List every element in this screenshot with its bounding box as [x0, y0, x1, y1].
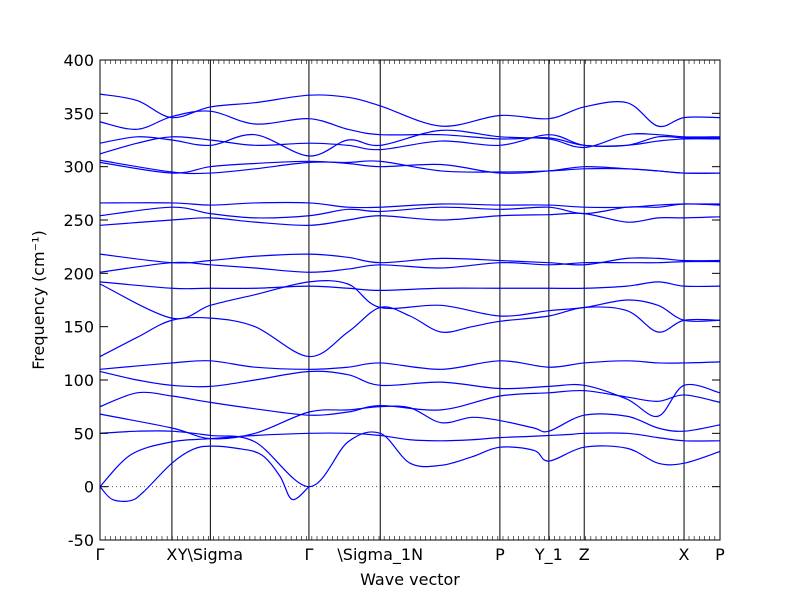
phonon-band-17 — [99, 159, 721, 175]
y-axis-label: Frequency (cm⁻¹) — [29, 230, 48, 369]
phonon-band-16 — [99, 160, 721, 174]
x-tick-label: Y\Sigma — [177, 545, 243, 564]
phonon-band-4 — [99, 405, 721, 440]
phonon-band-18 — [99, 134, 721, 155]
phonon-band-1 — [99, 445, 310, 502]
plot-frame — [99, 59, 721, 541]
x-axis-label: Wave vector — [360, 570, 460, 589]
phonon-band-8 — [99, 306, 721, 358]
x-tick-label: X — [679, 545, 690, 564]
x-tick-label: Y_1 — [534, 545, 563, 565]
x-tick-label: Γ — [96, 545, 105, 564]
phonon-band-11 — [99, 253, 721, 266]
y-tick-label: 400 — [63, 51, 94, 70]
series-layer — [99, 93, 721, 502]
phonon-band-3 — [99, 430, 721, 488]
y-tick-label: 300 — [63, 158, 94, 177]
phonon-band-2 — [99, 432, 721, 488]
phonon-band-5 — [99, 389, 721, 416]
phonon-band-13 — [99, 212, 721, 226]
phonon-band-20 — [99, 110, 721, 147]
phonon-band-6 — [99, 370, 721, 418]
x-tick-label: Γ — [304, 545, 313, 564]
phonon-band-9 — [99, 280, 721, 322]
y-tick-label: 100 — [63, 371, 94, 390]
phonon-band-7 — [99, 360, 721, 370]
phonon-band-21 — [99, 93, 721, 128]
y-tick-label: 50 — [74, 424, 94, 443]
y-tick-label: 0 — [84, 478, 94, 497]
x-tick-label: P — [715, 545, 725, 564]
x-tick-label: Z — [579, 545, 590, 564]
y-tick-label: 200 — [63, 264, 94, 283]
x-tick-label: P — [495, 545, 505, 564]
phonon-band-10 — [99, 281, 721, 292]
y-tick-label: 350 — [63, 104, 94, 123]
phonon-band-12 — [99, 260, 721, 273]
x-tick-label: X — [166, 545, 177, 564]
phonon-band-19 — [99, 129, 721, 157]
y-tick-label: -50 — [68, 531, 94, 550]
phonon-band-14 — [99, 203, 721, 219]
y-tick-label: 250 — [63, 211, 94, 230]
x-tick-label: \Sigma_1N — [337, 545, 423, 565]
y-tick-label: 150 — [63, 318, 94, 337]
phonon-band-15 — [99, 201, 721, 209]
